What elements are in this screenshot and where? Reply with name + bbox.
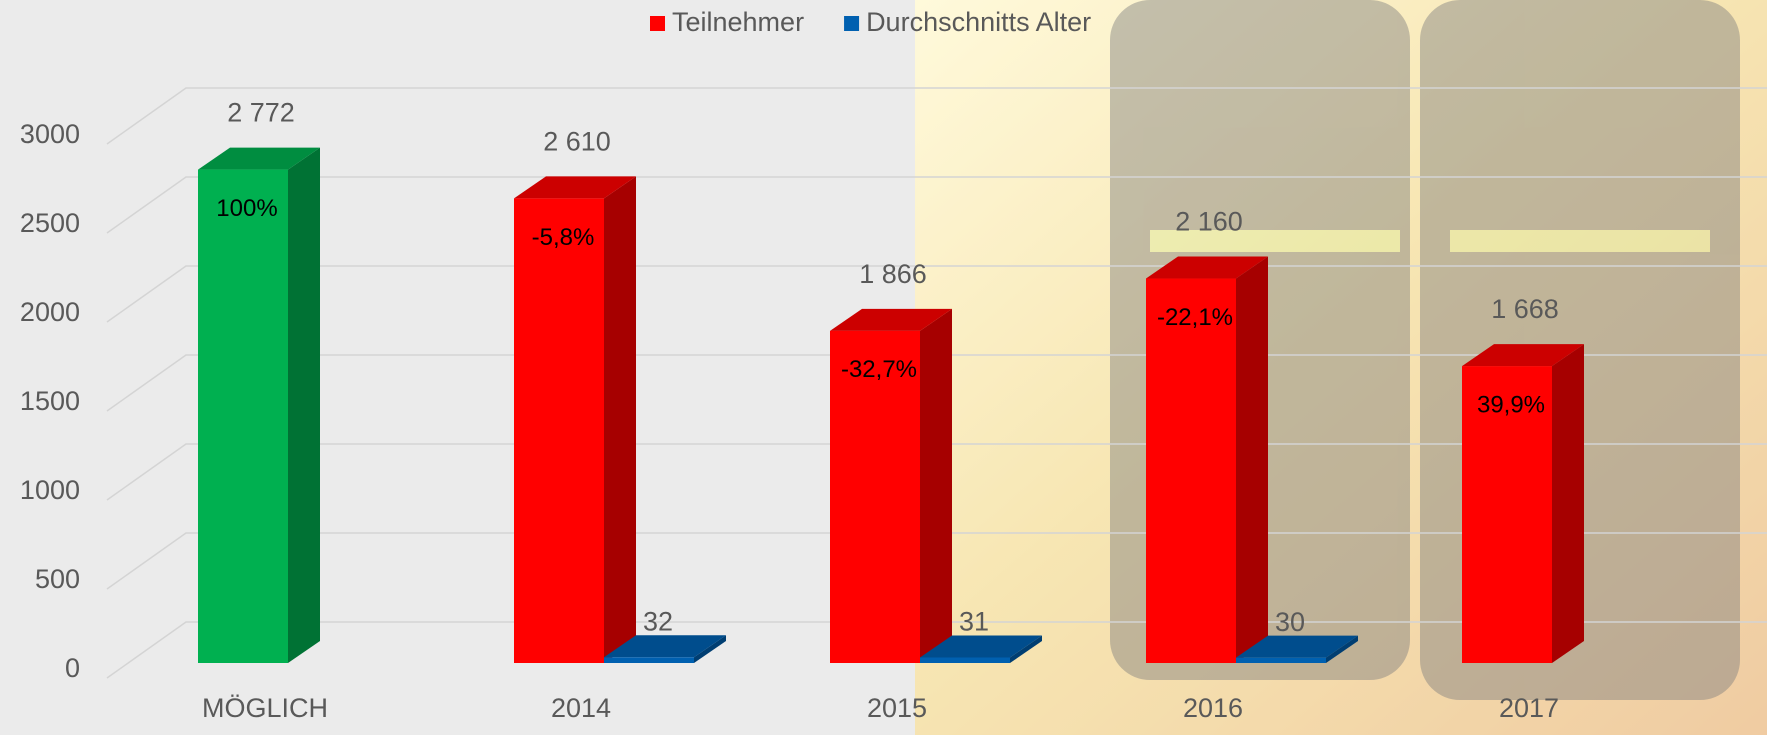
value-label: 30 (1275, 607, 1305, 637)
value-label: 2 160 (1175, 207, 1243, 237)
legend: Teilnehmer Durchschnitts Alter (650, 7, 1091, 37)
x-tick-label: 2015 (867, 693, 927, 723)
value-label: 32 (643, 606, 673, 636)
value-label: 1 866 (859, 259, 927, 289)
legend-swatch (844, 16, 859, 31)
x-tick-label: 2017 (1499, 693, 1559, 723)
y-tick-label: 0 (65, 653, 80, 683)
bar-side (1236, 257, 1268, 663)
bar-side (920, 309, 952, 663)
bar (1146, 279, 1236, 663)
chart: Teilnehmer Durchschnitts Alter 0 500 1000 15… (0, 0, 1767, 735)
percent-label: -22,1% (1157, 304, 1233, 331)
value-label: 31 (959, 607, 989, 637)
x-tick-label: MÖGLICH (202, 693, 328, 723)
bar-side (604, 176, 636, 663)
photo-veil (915, 0, 1767, 735)
legend-label: Teilnehmer (672, 7, 804, 37)
x-tick-label: 2016 (1183, 693, 1243, 723)
percent-label: 100% (216, 195, 277, 222)
percent-label: -5,8% (532, 224, 595, 251)
value-label: 2 772 (227, 98, 295, 128)
percent-label: 39,9% (1477, 391, 1545, 418)
value-label: 1 668 (1491, 294, 1559, 324)
bar-side (1552, 344, 1584, 663)
x-tick-label: 2014 (551, 693, 611, 723)
legend-swatch (650, 16, 665, 31)
bar (514, 198, 604, 663)
bar (604, 657, 694, 663)
percent-label: -32,7% (841, 356, 917, 383)
bar (198, 170, 288, 663)
legend-label: Durchschnitts Alter (866, 7, 1091, 37)
y-tick-label: 2500 (20, 208, 80, 238)
y-tick-label: 1000 (20, 475, 80, 505)
y-tick-label: 3000 (20, 119, 80, 149)
y-tick-label: 1500 (20, 386, 80, 416)
bar (1236, 658, 1326, 663)
y-tick-label: 500 (35, 564, 80, 594)
value-label: 2 610 (543, 127, 611, 157)
bar (920, 657, 1010, 663)
bar-side (288, 148, 320, 663)
y-tick-label: 2000 (20, 297, 80, 327)
